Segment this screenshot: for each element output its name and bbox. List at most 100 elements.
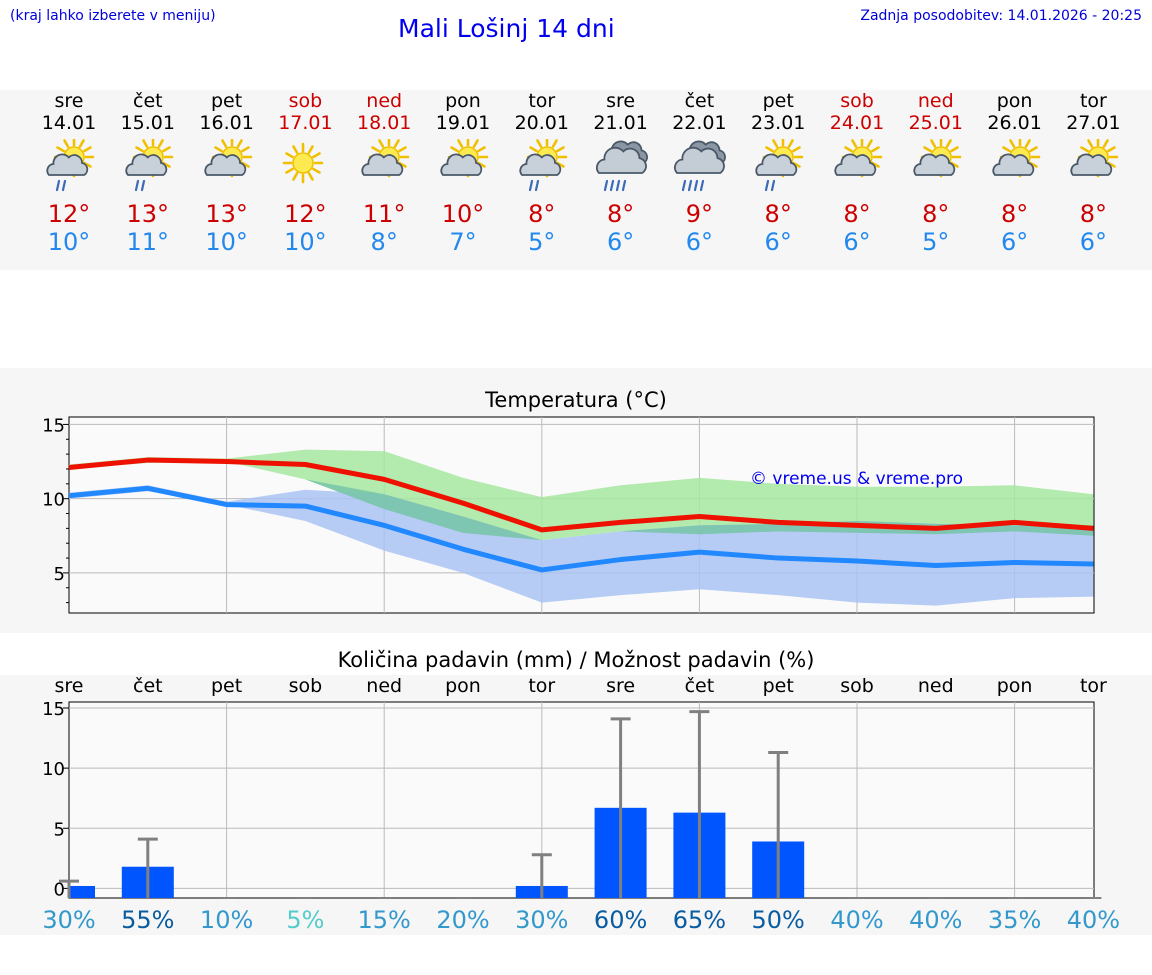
weather-icon-wrap	[187, 134, 267, 200]
y-tick-label: 15	[42, 699, 65, 720]
day-name: tor	[1079, 90, 1107, 112]
plot-area	[68, 701, 1095, 899]
precipitation-probability: 10%	[200, 906, 253, 934]
day-date: 22.01	[672, 112, 727, 134]
precipitation-probability: 55%	[121, 906, 174, 934]
day-label: tor	[528, 675, 555, 697]
max-temperature-line	[68, 457, 1094, 533]
max-temperature: 8°	[606, 200, 635, 228]
day-label: sre	[55, 675, 84, 697]
day-name: ned	[366, 90, 403, 112]
max-temperature: 8°	[528, 200, 556, 228]
weather-icon-wrap	[975, 134, 1055, 200]
sun-cloud-icon	[992, 139, 1040, 178]
min-temperature: 6°	[764, 228, 792, 256]
weather-icon-wrap	[896, 134, 976, 200]
min-temperature: 10°	[284, 228, 327, 256]
weather-icon-wrap	[344, 134, 424, 200]
forecast-band	[0, 90, 1152, 270]
y-tick-label: 5	[54, 819, 65, 840]
day-date: 14.01	[41, 112, 97, 134]
max-temperature: 8°	[843, 200, 871, 228]
max-temperature-band	[69, 449, 1094, 541]
sun-icon	[283, 142, 324, 184]
day-date: 20.01	[514, 112, 569, 134]
max-temperature: 9°	[685, 200, 714, 228]
sun-cloud-rain-icon	[755, 139, 804, 192]
min-temperature: 5°	[528, 228, 556, 256]
day-name: tor	[528, 90, 556, 112]
cloud-rain-icon	[674, 140, 727, 192]
temperature-chart-title: Temperatura (°C)	[485, 388, 667, 412]
day-column: ned 25.01 8° 5°	[896, 90, 976, 256]
day-column: pon 19.01 10° 7°	[423, 90, 503, 256]
min-temperature: 8°	[370, 228, 398, 256]
min-temperature: 6°	[685, 228, 714, 256]
day-label: sob	[840, 675, 874, 697]
day-name: sre	[54, 90, 84, 112]
max-temperature: 13°	[126, 200, 170, 228]
min-temperature: 7°	[449, 228, 477, 256]
precipitation-probability: 30%	[42, 906, 95, 934]
day-column: čet 22.01 9° 6°	[659, 90, 739, 256]
weather-icon-wrap	[659, 134, 739, 200]
weather-icon-wrap	[265, 134, 345, 200]
day-name: pon	[996, 90, 1033, 112]
sun-cloud-icon	[361, 139, 410, 178]
precipitation-bar	[69, 885, 95, 898]
sun-cloud-rain-icon	[46, 139, 95, 192]
precipitation-probability: 15%	[358, 906, 411, 934]
y-tick-label: 10	[42, 490, 65, 511]
day-column: pon 26.01 8° 6°	[975, 90, 1055, 256]
precipitation-probability: 65%	[673, 906, 726, 934]
precipitation-probability: 40%	[909, 906, 962, 934]
sun-cloud-icon	[440, 139, 489, 178]
y-tick-label: 5	[54, 564, 65, 585]
min-temperature-band	[69, 485, 1094, 606]
precipitation-probability: 50%	[752, 906, 805, 934]
day-date: 17.01	[278, 112, 333, 134]
day-column: tor 20.01 8° 5°	[502, 90, 582, 256]
max-temperature: 8°	[1079, 200, 1108, 228]
weather-icon-wrap	[581, 134, 661, 200]
precipitation-probability: 20%	[436, 906, 489, 934]
day-label: sre	[606, 675, 635, 697]
max-temperature: 13°	[205, 200, 248, 228]
day-name: pet	[762, 90, 794, 112]
min-temperature: 6°	[1000, 228, 1029, 256]
min-temperature: 6°	[843, 228, 871, 256]
day-column: sre 21.01 8° 6°	[581, 90, 661, 256]
precipitation-chart: sre čet pet sob ned pon tor sre čet pet sob ned pon t…	[42, 675, 1120, 934]
day-label: čet	[133, 675, 163, 697]
sun-cloud-icon	[1070, 139, 1119, 178]
day-date: 18.01	[356, 112, 412, 134]
weather-icon-wrap	[108, 134, 188, 200]
min-temperature: 11°	[126, 228, 170, 256]
day-date: 25.01	[908, 112, 963, 134]
min-temperature: 5°	[922, 228, 950, 256]
page-title: Mali Lošinj 14 dni	[398, 14, 615, 43]
day-name: ned	[917, 90, 954, 112]
day-label: tor	[1080, 675, 1107, 697]
min-temperature: 6°	[1079, 228, 1108, 256]
precipitation-probability: 35%	[988, 906, 1041, 934]
day-column: čet 15.01 13° 11°	[108, 90, 188, 256]
max-temperature: 8°	[1000, 200, 1029, 228]
day-name: čet	[684, 90, 715, 112]
day-column: pet 16.01 13° 10°	[187, 90, 267, 256]
day-label: ned	[366, 675, 402, 697]
day-name: sre	[606, 90, 636, 112]
min-temperature: 10°	[47, 228, 91, 256]
min-temperature-line	[68, 485, 1094, 573]
weather-icon-wrap	[817, 134, 897, 200]
day-label: pet	[763, 675, 794, 697]
precipitation-chart-title: Količina padavin (mm) / Možnost padavin …	[337, 648, 815, 672]
weather-icon-wrap	[1053, 134, 1133, 200]
day-column: ned 18.01 11° 8°	[344, 90, 424, 256]
day-date: 24.01	[829, 112, 885, 134]
precipitation-probability: 30%	[515, 906, 568, 934]
weather-icon-wrap	[29, 134, 109, 200]
weather-icon-wrap	[738, 134, 818, 200]
day-date: 23.01	[750, 112, 806, 134]
day-name: pet	[210, 90, 243, 112]
